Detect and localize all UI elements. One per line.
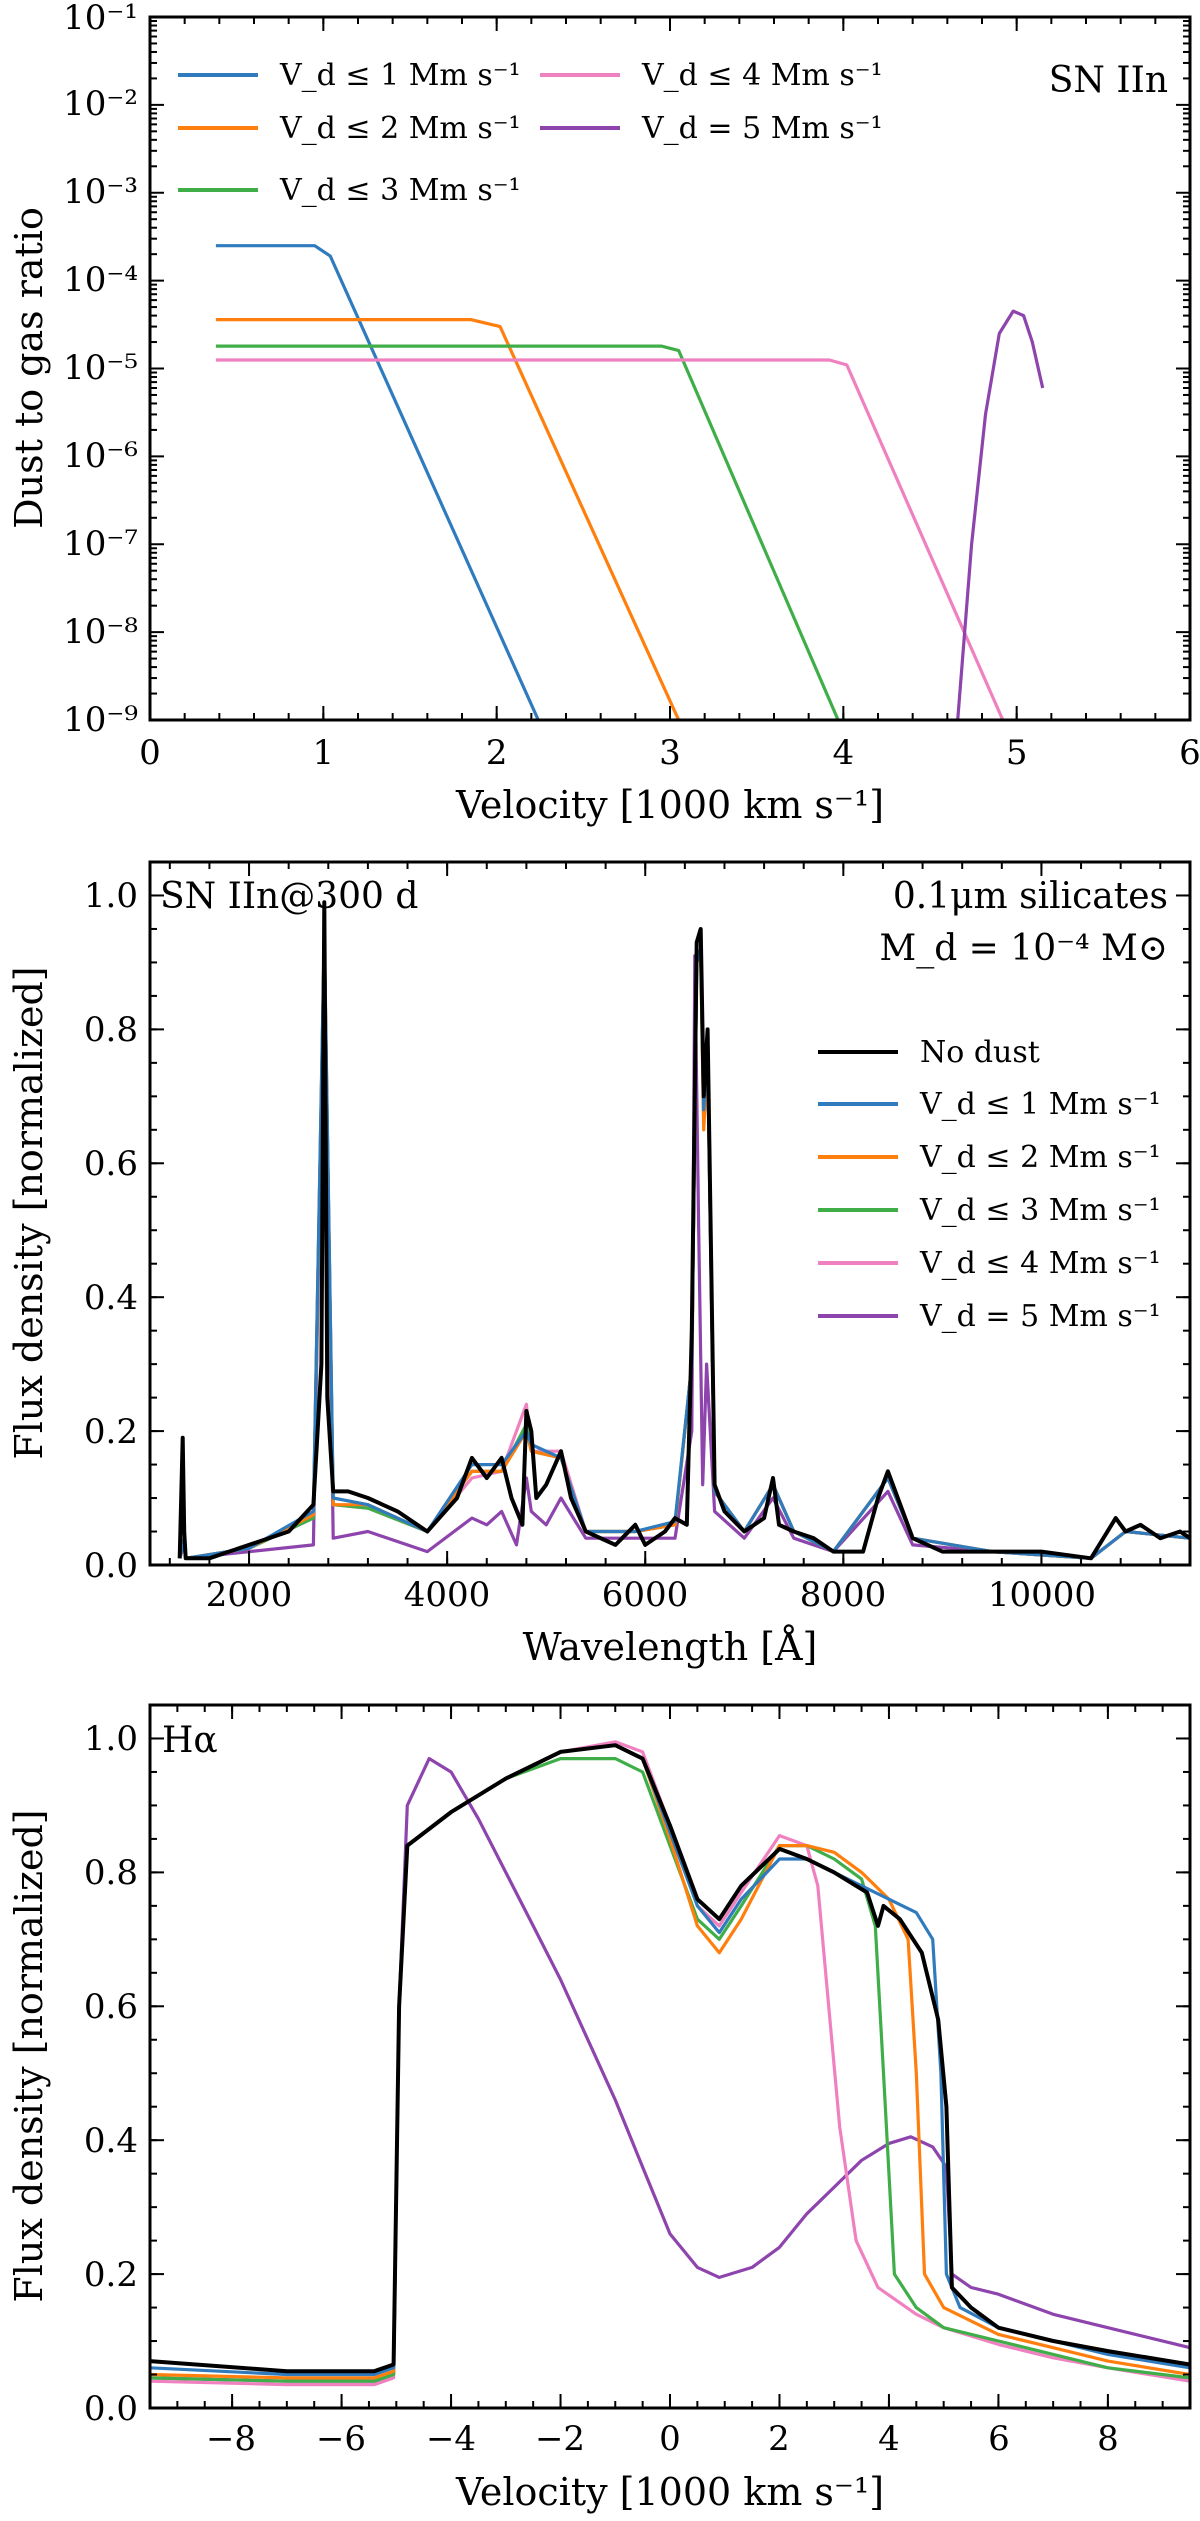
panel2-legend: No dust V_d ≤ 1 Mm s⁻¹ V_d ≤ 2 Mm s⁻¹ V_… xyxy=(818,1035,1161,1334)
p1-ytick-2: 10⁻⁷ xyxy=(63,524,138,564)
panel2-x-tick-labels: 2000 4000 6000 8000 10000 xyxy=(206,1575,1096,1615)
panel1-annotation: SN IIn xyxy=(1049,60,1168,101)
panel2-frame xyxy=(148,860,1192,1567)
p2-xtick-3: 8000 xyxy=(800,1575,887,1615)
p1-legend-label-4: V_d = 5 Mm s⁻¹ xyxy=(641,111,883,146)
p3-ytick-4: 0.8 xyxy=(84,1853,138,1893)
panel2-ticks xyxy=(150,862,1190,1566)
p1-xtick-1: 1 xyxy=(312,733,334,773)
p3-ytick-3: 0.6 xyxy=(84,1987,138,2027)
p2-legend-label-4: V_d ≤ 4 Mm s⁻¹ xyxy=(919,1246,1161,1281)
p1-ytick-5: 10⁻⁴ xyxy=(63,260,138,300)
panel1-x-tick-labels: 0 1 2 3 4 5 6 xyxy=(139,733,1200,773)
panel3-x-tick-labels: −8 −6 −4 −2 0 2 4 6 8 xyxy=(206,2419,1119,2459)
series-line-black xyxy=(150,1743,1190,2374)
p2-legend-label-2: V_d ≤ 2 Mm s⁻¹ xyxy=(919,1140,1161,1175)
p1-legend-label-2: V_d ≤ 3 Mm s⁻¹ xyxy=(279,173,521,208)
p1-legend-label-3: V_d ≤ 4 Mm s⁻¹ xyxy=(641,58,883,93)
p3-ytick-5: 1.0 xyxy=(84,1719,138,1759)
panel3-frame xyxy=(148,1703,1192,2410)
series-line-blue xyxy=(215,244,540,720)
panel2-xlabel: Wavelength [Å] xyxy=(523,1625,818,1669)
panel3-annotation: Hα xyxy=(162,1720,218,1761)
panel1-xlabel: Velocity [1000 km s⁻¹] xyxy=(455,783,884,827)
p1-ytick-8: 10⁻¹ xyxy=(63,0,138,38)
p3-xtick-7: 6 xyxy=(988,2419,1010,2459)
p2-xtick-0: 2000 xyxy=(206,1575,293,1615)
series-line-purple xyxy=(150,1756,1190,2383)
series-line-pink xyxy=(215,358,1005,720)
panel2-series xyxy=(177,900,1190,1561)
p1-xtick-4: 4 xyxy=(832,733,854,773)
p3-xtick-0: −8 xyxy=(206,2419,256,2459)
p3-xtick-8: 8 xyxy=(1097,2419,1119,2459)
p3-xtick-3: −2 xyxy=(535,2419,585,2459)
p2-ytick-3: 0.6 xyxy=(84,1144,138,1184)
series-line-purple xyxy=(956,309,1045,720)
panel1-legend: V_d ≤ 1 Mm s⁻¹ V_d ≤ 2 Mm s⁻¹ V_d ≤ 3 Mm… xyxy=(178,58,883,208)
p1-xtick-5: 5 xyxy=(1006,733,1028,773)
p1-xtick-2: 2 xyxy=(486,733,508,773)
p2-ytick-5: 1.0 xyxy=(84,876,138,916)
panel3-ylabel: Flux density [normalized] xyxy=(7,1809,51,2302)
panel3-series xyxy=(150,1740,1190,2387)
p2-legend-label-3: V_d ≤ 3 Mm s⁻¹ xyxy=(919,1193,1161,1228)
panel2-y-tick-labels: 0.0 0.2 0.4 0.6 0.8 1.0 xyxy=(84,876,138,1586)
series-line-green xyxy=(150,1756,1190,2383)
p2-legend-label-1: V_d ≤ 1 Mm s⁻¹ xyxy=(919,1087,1161,1122)
p1-ytick-1: 10⁻⁸ xyxy=(63,612,138,652)
p2-xtick-1: 4000 xyxy=(404,1575,491,1615)
p2-ytick-1: 0.2 xyxy=(84,1412,138,1452)
p3-xtick-5: 2 xyxy=(768,2419,790,2459)
series-line-orange xyxy=(215,318,681,720)
panel-dust-to-gas: 0 1 2 3 4 5 6 10⁻⁹ 10⁻⁸ 10⁻⁷ 10⁻⁶ 10⁻⁵ 1… xyxy=(7,0,1200,827)
p1-legend-label-0: V_d ≤ 1 Mm s⁻¹ xyxy=(279,58,521,93)
panel-halpha: −8 −6 −4 −2 0 2 4 6 8 0.0 0.2 0.4 0.6 0.… xyxy=(7,1703,1192,2514)
p3-ytick-0: 0.0 xyxy=(84,2389,138,2429)
panel1-series xyxy=(215,244,1045,720)
p1-xtick-3: 3 xyxy=(659,733,681,773)
p1-ytick-0: 10⁻⁹ xyxy=(63,700,138,740)
p1-ytick-7: 10⁻² xyxy=(63,84,138,124)
panel3-xlabel: Velocity [1000 km s⁻¹] xyxy=(455,2470,884,2514)
panel3-y-tick-labels: 0.0 0.2 0.4 0.6 0.8 1.0 xyxy=(84,1719,138,2429)
series-line-orange xyxy=(150,1743,1190,2380)
p1-legend-label-1: V_d ≤ 2 Mm s⁻¹ xyxy=(279,111,521,146)
p3-xtick-2: −4 xyxy=(426,2419,476,2459)
panel1-y-tick-labels: 10⁻⁹ 10⁻⁸ 10⁻⁷ 10⁻⁶ 10⁻⁵ 10⁻⁴ 10⁻³ 10⁻² … xyxy=(63,0,138,740)
p2-xtick-4: 10000 xyxy=(988,1575,1096,1615)
p2-ytick-2: 0.4 xyxy=(84,1278,138,1318)
p2-legend-label-0: No dust xyxy=(920,1035,1040,1070)
p3-xtick-4: 0 xyxy=(659,2419,681,2459)
p1-ytick-3: 10⁻⁶ xyxy=(63,436,138,476)
p3-xtick-1: −6 xyxy=(316,2419,366,2459)
panel1-ylabel: Dust to gas ratio xyxy=(7,207,51,529)
p3-ytick-1: 0.2 xyxy=(84,2255,138,2295)
p1-xtick-0: 0 xyxy=(139,733,161,773)
panel2-annotation-right-1: 0.1μm silicates xyxy=(893,876,1168,917)
p3-xtick-6: 4 xyxy=(878,2419,900,2459)
p1-xtick-6: 6 xyxy=(1179,733,1200,773)
p2-legend-label-5: V_d = 5 Mm s⁻¹ xyxy=(919,1299,1161,1334)
p2-ytick-0: 0.0 xyxy=(84,1546,138,1586)
series-line-green xyxy=(215,344,840,720)
p2-ytick-4: 0.8 xyxy=(84,1010,138,1050)
p1-ytick-6: 10⁻³ xyxy=(63,172,138,212)
panel3-ticks xyxy=(149,1705,1191,2409)
p1-ytick-4: 10⁻⁵ xyxy=(63,348,138,388)
panel2-ylabel: Flux density [normalized] xyxy=(7,966,51,1459)
series-line-black xyxy=(177,900,1190,1561)
panel2-annotation-left: SN IIn@300 d xyxy=(160,876,418,917)
panel2-annotation-right-2: M_d = 10⁻⁴ M⊙ xyxy=(879,928,1168,969)
p3-ytick-2: 0.4 xyxy=(84,2121,138,2161)
p2-xtick-2: 6000 xyxy=(602,1575,689,1615)
panel-spectrum: 2000 4000 6000 8000 10000 0.0 0.2 0.4 0.… xyxy=(7,860,1192,1669)
panel1-ticks xyxy=(149,16,1191,721)
